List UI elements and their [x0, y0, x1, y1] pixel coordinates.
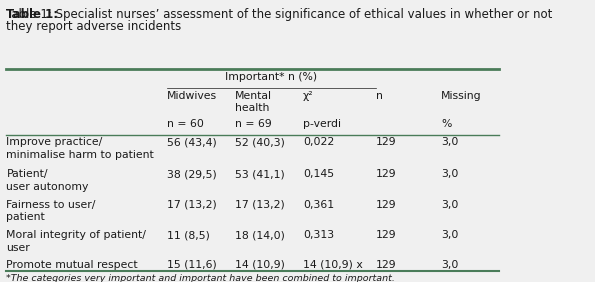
Text: 52 (40,3): 52 (40,3): [235, 138, 285, 147]
Text: 0,313: 0,313: [303, 230, 334, 241]
Text: 11 (8,5): 11 (8,5): [167, 230, 210, 241]
Text: *The categories very important and important have been combined to important.: *The categories very important and impor…: [7, 274, 395, 282]
Text: Important* n (%): Important* n (%): [226, 72, 318, 83]
Text: Table 1: Specialist nurses’ assessment of the significance of ethical values in : Table 1: Specialist nurses’ assessment o…: [7, 8, 553, 21]
Text: Improve practice/
minimalise harm to patient: Improve practice/ minimalise harm to pat…: [7, 138, 154, 160]
Text: 3,0: 3,0: [441, 138, 458, 147]
Text: 3,0: 3,0: [441, 230, 458, 241]
Text: 15 (11,6): 15 (11,6): [167, 260, 217, 270]
Text: Table 1:: Table 1:: [7, 8, 58, 21]
Text: 18 (14,0): 18 (14,0): [235, 230, 285, 241]
Text: n = 60: n = 60: [167, 120, 204, 129]
Text: 56 (43,4): 56 (43,4): [167, 138, 217, 147]
Text: Promote mutual respect: Promote mutual respect: [7, 260, 138, 270]
Text: 0,022: 0,022: [303, 138, 334, 147]
Text: 129: 129: [375, 200, 396, 210]
Text: 14 (10,9): 14 (10,9): [235, 260, 285, 270]
Text: Fairness to user/
patient: Fairness to user/ patient: [7, 200, 96, 222]
Text: 0,361: 0,361: [303, 200, 334, 210]
Text: 3,0: 3,0: [441, 200, 458, 210]
Text: n = 69: n = 69: [235, 120, 272, 129]
Text: n: n: [375, 91, 383, 101]
Text: p-verdi: p-verdi: [303, 120, 341, 129]
Text: 129: 129: [375, 138, 396, 147]
Text: 129: 129: [375, 169, 396, 180]
Text: Midwives: Midwives: [167, 91, 217, 101]
Text: Patient/
user autonomy: Patient/ user autonomy: [7, 169, 89, 192]
Text: %: %: [441, 120, 452, 129]
Text: 0,145: 0,145: [303, 169, 334, 180]
Text: 14 (10,9) x: 14 (10,9) x: [303, 260, 362, 270]
Text: 17 (13,2): 17 (13,2): [235, 200, 285, 210]
Text: 129: 129: [375, 230, 396, 241]
Text: χ²: χ²: [303, 91, 314, 101]
Text: 53 (41,1): 53 (41,1): [235, 169, 285, 180]
Text: 38 (29,5): 38 (29,5): [167, 169, 217, 180]
Text: they report adverse incidents: they report adverse incidents: [7, 20, 181, 34]
Text: 17 (13,2): 17 (13,2): [167, 200, 217, 210]
Text: 3,0: 3,0: [441, 169, 458, 180]
Text: Mental
health: Mental health: [235, 91, 272, 113]
Text: Missing: Missing: [441, 91, 481, 101]
Text: Moral integrity of patient/
user: Moral integrity of patient/ user: [7, 230, 146, 253]
Text: 3,0: 3,0: [441, 260, 458, 270]
Text: 129: 129: [375, 260, 396, 270]
